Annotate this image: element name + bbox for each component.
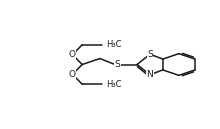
Text: O: O xyxy=(69,50,76,59)
Text: S: S xyxy=(115,60,121,69)
Text: N: N xyxy=(147,70,153,79)
Text: H₃C: H₃C xyxy=(106,80,121,89)
Text: S: S xyxy=(147,50,153,59)
Text: O: O xyxy=(69,70,76,79)
Text: H₃C: H₃C xyxy=(106,40,121,49)
